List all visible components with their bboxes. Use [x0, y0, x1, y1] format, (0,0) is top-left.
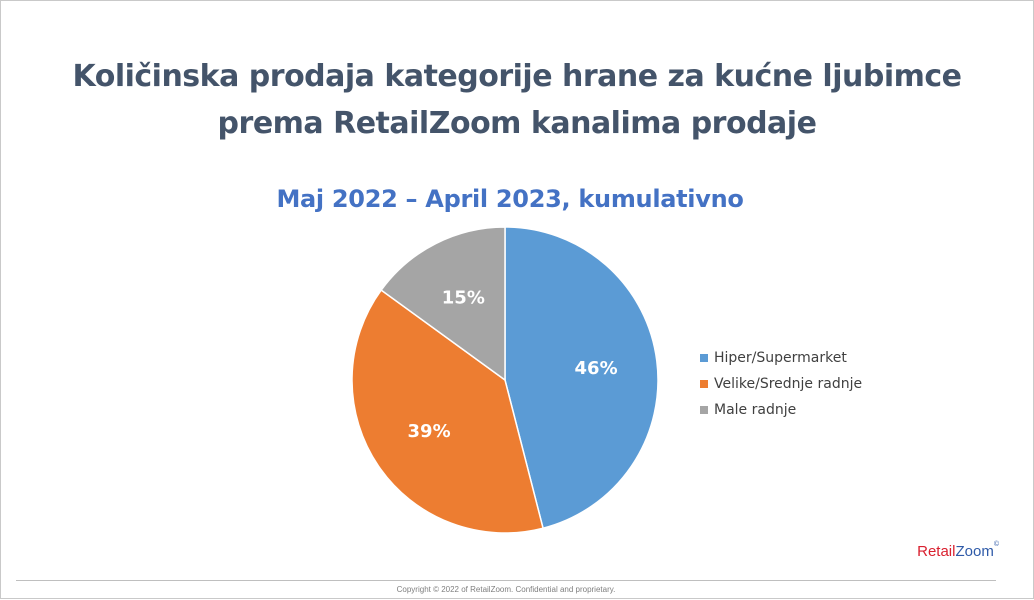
legend-item-male-radnje: Male radnje: [700, 397, 862, 423]
chart-legend: Hiper/Supermarket Velike/Srednje radnje …: [700, 345, 862, 423]
legend-swatch-hiper-supermarket: [700, 354, 708, 362]
pie-slice-hiper-supermarket: [504, 226, 659, 530]
legend-swatch-male-radnje: [700, 406, 708, 414]
legend-swatch-velike-srednje-radnje: [700, 380, 708, 388]
retailzoom-logo: RetailZoom©: [917, 541, 999, 560]
pie-slice-velike-srednje-radnje: [351, 289, 544, 534]
legend-label: Hiper/Supermarket: [714, 350, 847, 366]
chart-title: Količinska prodaja kategorije hrane za k…: [72, 59, 962, 141]
data-label-hiper-supermarket: 46%: [575, 358, 618, 379]
footer-divider: [16, 580, 996, 581]
legend-label: Male radnje: [714, 402, 797, 418]
chart-subtitle: Maj 2022 – April 2023, kumulativno: [276, 185, 744, 213]
legend-item-hiper-supermarket: Hiper/Supermarket: [700, 345, 862, 371]
legend-label: Velike/Srednje radnje: [714, 376, 863, 392]
copyright-footer: Copyright © 2022 of RetailZoom. Confiden…: [396, 585, 616, 594]
data-label-velike-srednje-radnje: 39%: [408, 421, 451, 442]
legend-item-velike-srednje-radnje: Velike/Srednje radnje: [700, 371, 862, 397]
pie-slice-male-radnje: [380, 226, 506, 382]
data-label-male-radnje: 15%: [442, 288, 485, 309]
